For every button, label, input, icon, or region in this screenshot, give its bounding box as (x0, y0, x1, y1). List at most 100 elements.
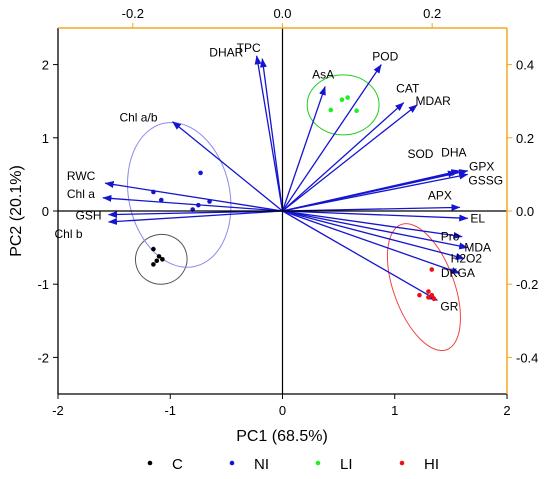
point-li (345, 95, 350, 100)
loading-label-pod: POD (372, 50, 398, 64)
loading-arrow-apx (282, 204, 461, 212)
loading-arrow-mda (282, 210, 469, 250)
loading-label-mda: MDA (464, 241, 491, 255)
loading-arrow-rwc (104, 181, 283, 212)
loading-arrow-dhar (259, 58, 284, 212)
y-tick-label: 2 (42, 58, 49, 73)
point-li (328, 107, 334, 113)
loading-label-gsh: GSH (76, 209, 102, 223)
point-hi (426, 295, 431, 300)
loading-label-h2o2: H2O2 (451, 252, 483, 266)
point-ni (196, 202, 201, 208)
loading-label-tpc: TPC (237, 41, 261, 55)
top-tick-label: -0.2 (122, 6, 144, 21)
point-ni (198, 170, 203, 176)
loading-label-pro: Pro (441, 230, 460, 244)
x-tick-label: -2 (52, 403, 64, 418)
loading-label-mdar: MDAR (416, 94, 452, 108)
loading-label-dkga: DKGA (441, 266, 475, 280)
legend: C NI LI HI (147, 456, 439, 473)
legend-marker-li (315, 460, 321, 466)
x-tick-label: 1 (391, 403, 398, 418)
loading-label-asa: AsA (312, 68, 334, 82)
right-tick-label: -0.2 (516, 277, 538, 292)
loading-arrow-h2o2 (282, 210, 465, 260)
ellipse-hi (386, 223, 461, 352)
top-tick-label: 0.0 (273, 6, 291, 21)
legend-label-ni: NI (254, 456, 269, 473)
point-c (154, 258, 160, 264)
loading-label-chl-a: Chl a (67, 187, 95, 201)
loading-arrow-mdar (282, 104, 418, 212)
loading-arrow-chl-b (108, 210, 283, 225)
score-points (151, 95, 437, 302)
loading-arrow-asa (281, 86, 326, 212)
legend-label-hi: HI (424, 456, 439, 473)
loading-label-dhar: DHAR (209, 46, 243, 60)
ellipse-c (134, 233, 188, 285)
point-hi (429, 267, 435, 272)
right-tick-label: 0.4 (516, 58, 534, 73)
axis-ticks: -2 -1 0 1 2 -2 -1 0 1 2 -0.2 0.0 0.2 -0.4 -0.2 0.0 0.2 0.… (37, 6, 538, 418)
loading-label-sod: SOD (407, 147, 433, 161)
loading-label-gpx: GPX (469, 160, 494, 174)
point-hi (429, 292, 435, 298)
loading-arrow-gsh (108, 210, 283, 218)
y-axis-title: PC2 (20.1%) (8, 165, 25, 257)
x-tick-label: 0 (279, 403, 286, 418)
loading-label-dha: DHA (441, 146, 466, 160)
loading-label-chl-b: Chl b (55, 227, 83, 241)
y-tick-label: 1 (42, 131, 49, 146)
y-tick-label: -2 (37, 350, 49, 365)
zero-reference-lines (58, 28, 507, 394)
loading-label-el: EL (470, 211, 485, 225)
point-c (160, 257, 165, 262)
x-axis-title: PC1 (68.5%) (236, 428, 328, 445)
loading-label-gssg: GSSG (468, 173, 503, 187)
point-c (156, 254, 162, 259)
point-c (151, 262, 156, 267)
legend-marker-c (147, 460, 153, 466)
point-ni (151, 189, 156, 195)
right-tick-label: 0.2 (516, 131, 534, 146)
confidence-ellipses (127, 74, 461, 352)
legend-marker-hi (399, 460, 405, 466)
top-tick-label: 0.2 (423, 6, 441, 21)
right-tick-label: -0.4 (516, 350, 538, 365)
x-tick-label: 2 (503, 403, 510, 418)
loading-label-apx: APX (428, 188, 452, 202)
legend-marker-ni (229, 460, 235, 466)
loading-label-cat: CAT (396, 82, 420, 96)
loading-arrow-gssg (282, 172, 469, 212)
x-tick-label: -1 (164, 403, 176, 418)
ellipse-ni (127, 122, 232, 268)
point-ni (158, 197, 164, 203)
loading-label-rwc: RWC (67, 169, 96, 183)
legend-label-li: LI (340, 456, 353, 473)
point-hi (426, 289, 431, 294)
point-hi (417, 292, 422, 298)
loading-arrow-gr (282, 210, 438, 301)
loading-arrow-chl-a (102, 194, 283, 212)
loading-label-gr: GR (440, 299, 458, 313)
loading-arrow-dkga (282, 210, 461, 274)
loading-arrow-chl-a-b (172, 121, 283, 212)
point-li (354, 108, 359, 114)
y-tick-label: 0 (42, 204, 49, 219)
point-li (339, 97, 345, 103)
ellipse-li (306, 74, 380, 136)
point-hi (431, 296, 437, 302)
loading-arrow-el (282, 210, 469, 222)
loading-arrow-tpc (254, 55, 284, 212)
y-tick-label: -1 (37, 277, 49, 292)
loading-label-chl-a-b: Chl a/b (119, 111, 157, 125)
loading-arrow-pro (282, 210, 463, 239)
loading-arrow-pod (281, 64, 382, 212)
loading-arrow-cat (282, 102, 405, 212)
point-ni (207, 199, 212, 204)
point-c (151, 246, 156, 252)
right-tick-label: 0.0 (516, 204, 534, 219)
legend-label-c: C (172, 456, 183, 473)
